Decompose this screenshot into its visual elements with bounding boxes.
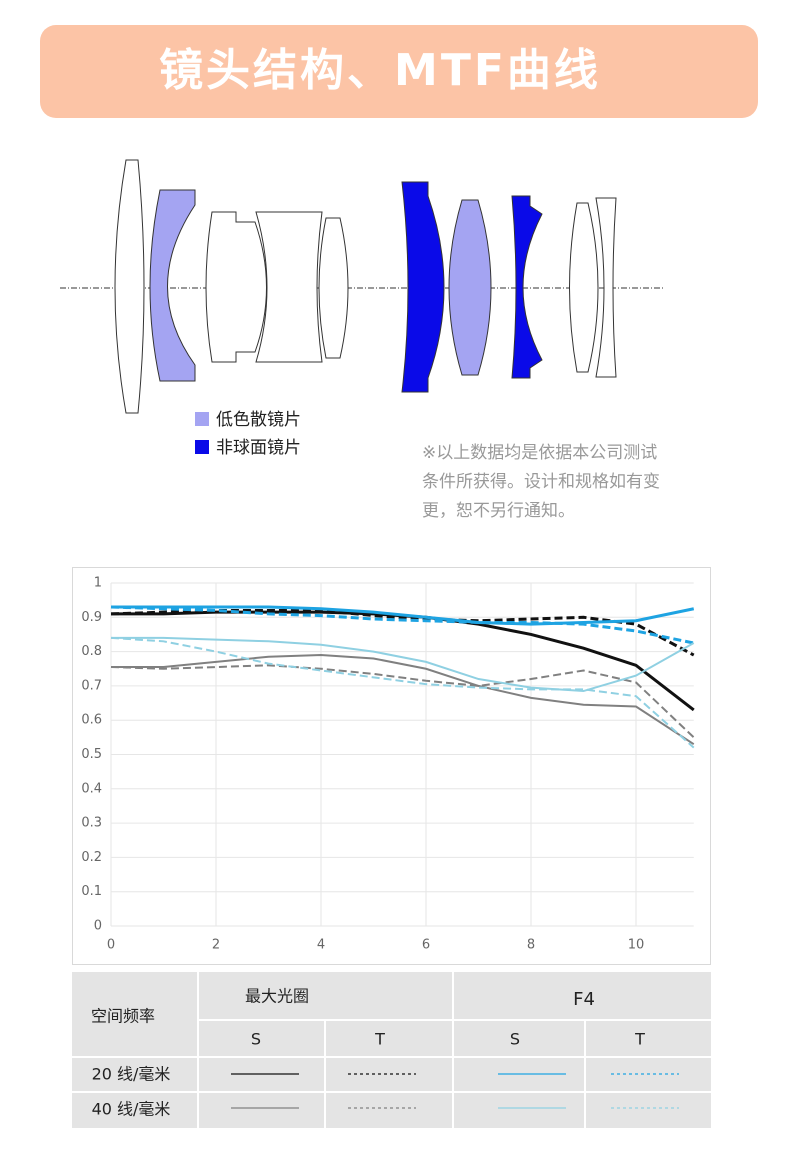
note-line: 更，恕不另行通知。 [422,501,575,521]
y-tick-label: 0.9 [81,610,102,625]
x-tick-label: 8 [527,938,535,953]
y-tick-label: 1 [94,576,102,591]
table-row-label: 20 线/毫米 [92,1065,171,1084]
lens-element [595,197,617,378]
header-title: 镜头结构、MTF曲线 [159,45,601,96]
table-group: 最大光圈 [245,987,309,1006]
x-tick-label: 0 [107,938,115,953]
series-line [110,664,695,739]
mtf-chart: 00.10.20.30.40.50.60.70.80.910 2 4 6 8 10 [81,576,695,953]
chart-frame [72,567,711,965]
y-tick-label: 0 [94,919,102,934]
legend-swatch [195,440,209,454]
mtf-table: 空间频率 最大光圈 F4 S T S T 20 线/毫米 40 线/毫米 [72,972,711,1128]
y-tick-label: 0.8 [81,644,102,659]
series-line [111,636,695,693]
series-line [111,605,695,626]
lens-element [448,199,492,376]
y-tick-label: 0.6 [81,713,102,728]
series-line [110,636,695,749]
table-column: S [510,1030,520,1049]
lens-element [205,211,267,363]
table-group: F4 [573,989,595,1010]
note-line: ※以上数据均是依据本公司测试 [422,443,657,463]
lens-element [401,181,445,393]
y-tick-label: 0.4 [81,781,102,796]
lens-element [149,189,196,382]
table-row-label: 40 线/毫米 [92,1100,171,1119]
table-bg [72,972,711,1128]
y-tick-label: 0.3 [81,816,102,831]
x-tick-label: 2 [212,938,220,953]
series-line [111,654,695,746]
lens-element [511,195,543,379]
x-tick-label: 6 [422,938,430,953]
lens-element [318,217,349,359]
lens-element [255,211,323,363]
header-banner [40,25,758,118]
x-tick-label: 4 [317,938,325,953]
y-tick-label: 0.1 [81,884,102,899]
y-tick-label: 0.7 [81,678,102,693]
table-corner: 空间频率 [91,1007,155,1026]
y-tick-label: 0.5 [81,747,102,762]
series-line [110,605,695,645]
x-tick-label: 10 [628,938,645,953]
table-column: S [251,1030,261,1049]
lens-diagram [60,159,663,414]
lens-element [114,159,145,414]
table-column: T [634,1030,645,1049]
legend-swatch [195,412,209,426]
legend-label: 非球面镜片 [216,438,301,458]
note-line: 条件所获得。设计和规格如有变 [422,472,660,492]
lens-element [569,202,599,373]
y-tick-label: 0.2 [81,850,102,865]
legend-label: 低色散镜片 [216,410,301,430]
table-column: T [374,1030,385,1049]
